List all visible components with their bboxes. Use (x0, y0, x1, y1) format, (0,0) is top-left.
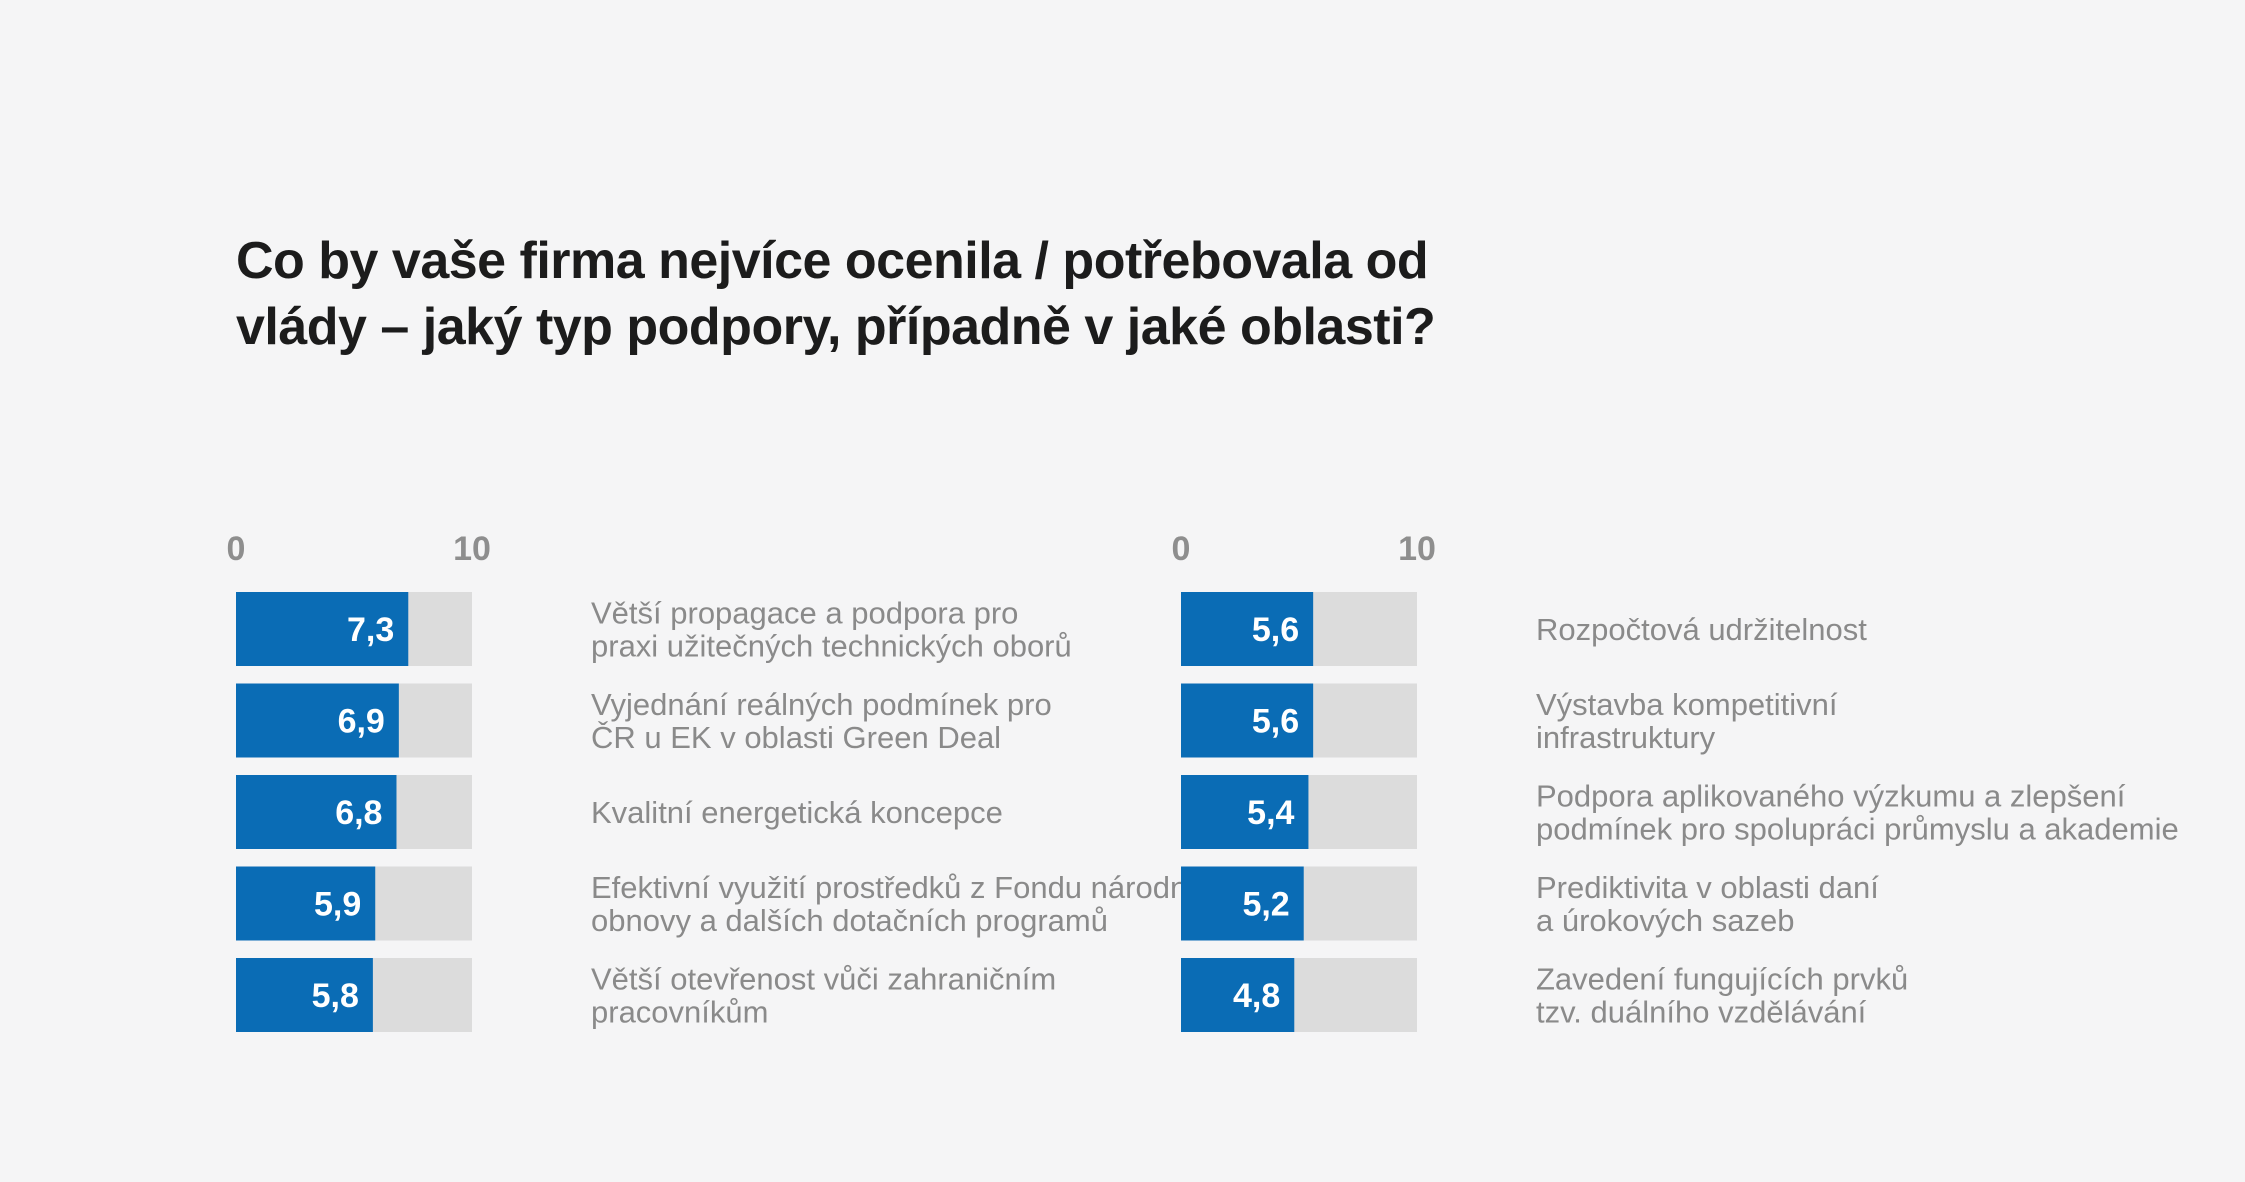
category-label-line: infrastruktury (1536, 720, 1716, 755)
bar (1181, 775, 1309, 849)
axis-tick-label: 10 (1398, 530, 1436, 568)
bar (236, 683, 399, 758)
category-label: Větší propagace a podpora pro praxi užite… (591, 596, 1072, 664)
category-label-line: podmínek pro spolupráci průmyslu a akade… (1536, 812, 2179, 847)
axis-tick-label: 10 (453, 530, 491, 568)
category-label: Prediktivita v oblasti daní a úrokových s… (1536, 870, 1879, 938)
category-label-line: obnovy a dalších dotačních programů (591, 903, 1108, 938)
category-label-line: pracovníkům (591, 995, 768, 1030)
bar-value-label: 5,6 (1252, 611, 1299, 649)
category-label-line: a úrokových sazeb (1536, 903, 1794, 938)
bar-value-label: 5,4 (1247, 794, 1294, 832)
axis-tick-label: 0 (227, 530, 246, 568)
bar-value-label: 7,3 (347, 611, 394, 649)
category-label-line: Vyjednání reálných podmínek pro (591, 687, 1052, 722)
chart-title: Co by vaše firma nejvíce ocenila / potře… (236, 228, 1436, 360)
category-label-line: tzv. duálního vzdělávání (1536, 995, 1867, 1030)
bar (236, 775, 397, 849)
category-label-line: ČR u EK v oblasti Green Deal (591, 720, 1001, 755)
category-label: Větší otevřenost vůči zahraničním pracovn… (591, 962, 1056, 1030)
chart-title-line-2: vlády – jaký typ podpory, případně v jak… (236, 298, 1436, 356)
category-label-line: Rozpočtová udržitelnost (1536, 612, 1867, 647)
bar-value-label: 5,9 (314, 886, 361, 924)
category-label-line: praxi užitečných technických oborů (591, 629, 1072, 664)
category-label-line: Větší otevřenost vůči zahraničním (591, 962, 1056, 997)
category-label: Podpora aplikovaného výzkumu a zlepšení p… (1536, 779, 2179, 847)
bar-value-label: 4,8 (1233, 977, 1280, 1015)
bar (1181, 866, 1304, 941)
category-label-line: Kvalitní energetická koncepce (591, 795, 1003, 830)
category-label-line: Větší propagace a podpora pro (591, 596, 1018, 631)
category-label: Vyjednání reálných podmínek pro ČR u EK v… (591, 687, 1052, 755)
category-label: Kvalitní energetická koncepce (591, 795, 1003, 830)
bar (1181, 683, 1314, 758)
bar-value-label: 6,8 (335, 794, 382, 832)
category-label: Výstavba kompetitivní infrastruktury (1536, 687, 1838, 755)
bar-value-label: 5,8 (312, 977, 359, 1015)
category-label: Zavedení fungujících prvků tzv. duálního … (1536, 962, 1908, 1030)
axis-tick-label: 0 (1172, 530, 1191, 568)
bar (236, 866, 376, 941)
category-label: Rozpočtová udržitelnost (1536, 612, 1867, 647)
bar (236, 592, 409, 666)
chart-title-line-1: Co by vaše firma nejvíce ocenila / potře… (236, 232, 1429, 290)
bar-value-label: 5,2 (1242, 886, 1289, 924)
category-label-line: Výstavba kompetitivní (1536, 687, 1838, 722)
bar-value-label: 5,6 (1252, 703, 1299, 741)
category-label-line: Efektivní využití prostředků z Fondu nár… (591, 870, 1196, 905)
bar-value-label: 6,9 (338, 703, 385, 741)
bar (1181, 958, 1295, 1032)
category-label-line: Podpora aplikovaného výzkumu a zlepšení (1536, 779, 2126, 814)
category-label-line: Prediktivita v oblasti daní (1536, 870, 1879, 905)
category-label-line: Zavedení fungujících prvků (1536, 962, 1908, 997)
category-label: Efektivní využití prostředků z Fondu nár… (591, 870, 1196, 938)
bar (1181, 592, 1314, 666)
bar (236, 958, 373, 1032)
